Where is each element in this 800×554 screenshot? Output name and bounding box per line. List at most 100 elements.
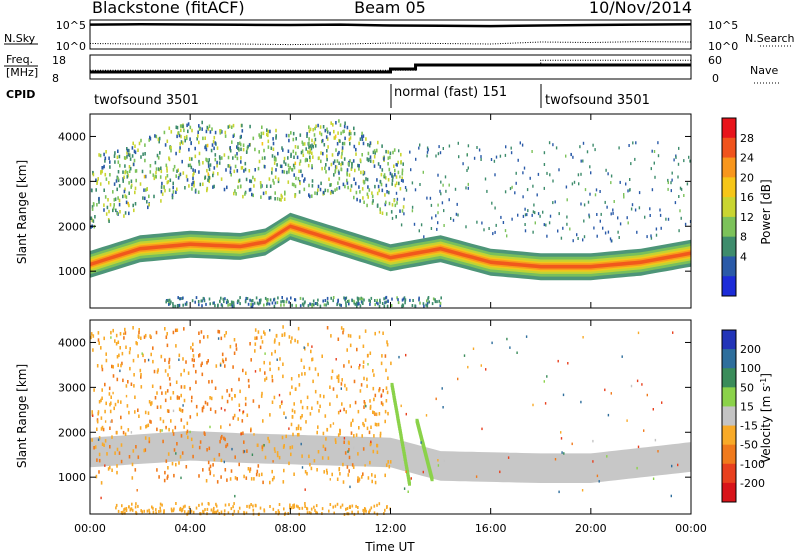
velocity-scatter-cell: [125, 345, 127, 349]
velocity-scatter-cell: [375, 412, 378, 417]
power-scatter-cell: [164, 188, 166, 193]
velocity-scatter-cell: [254, 336, 256, 340]
velocity-scatter-cell: [166, 389, 169, 393]
power-scatter-cell: [466, 153, 468, 157]
velocity-speckle-cell: [97, 438, 100, 441]
power-scatter-cell: [350, 184, 353, 188]
power-scatter-cell: [526, 213, 528, 217]
velocity-colorbar-swatch: [722, 330, 736, 350]
velocity-scatter-cell: [362, 365, 365, 369]
time-tick-label: 12:00: [375, 522, 407, 535]
velocity-scatter-cell: [319, 404, 321, 409]
velocity-scatter-cell: [132, 449, 135, 453]
velocity-scatter-cell: [279, 357, 281, 361]
velocity-scatter-cell: [134, 395, 136, 399]
velocity-near-range-cell: [310, 507, 313, 511]
power-scatter-cell: [99, 182, 102, 186]
velocity-scatter-cell: [331, 369, 334, 373]
power-scatter-cell: [473, 156, 476, 160]
power-scatter-cell: [293, 155, 295, 159]
velocity-scatter-cell: [198, 445, 201, 450]
velocity-scatter-cell: [306, 406, 309, 410]
power-scatter-cell: [349, 141, 351, 146]
velocity-scatter-cell: [249, 467, 252, 471]
velocity-speckle-cell: [229, 423, 231, 427]
power-scatter-cell: [114, 151, 116, 155]
velocity-scatter-cell: [316, 400, 319, 405]
power-scatter-cell: [651, 188, 654, 192]
velocity-speckle-cell: [243, 450, 246, 453]
power-scatter-cell: [189, 137, 191, 141]
power-near-range-cell: [167, 298, 169, 302]
power-scatter-cell: [309, 150, 311, 154]
power-scatter-cell: [546, 171, 548, 175]
power-scatter-cell: [353, 144, 356, 149]
power-scatter-cell: [277, 151, 279, 156]
power-scatter-cell: [166, 174, 169, 178]
power-scatter-cell: [276, 163, 278, 167]
power-scatter-cell: [363, 200, 365, 204]
power-scatter-cell: [90, 225, 92, 229]
power-scatter-cell: [338, 161, 340, 165]
power-near-range-cell: [273, 298, 275, 302]
power-scatter-cell: [634, 157, 636, 161]
power-scatter-cell: [372, 150, 375, 155]
velocity-scatter-cell: [235, 343, 237, 347]
power-scatter-cell: [283, 170, 286, 174]
velocity-scatter-cell: [301, 454, 303, 458]
velocity-near-range-cell: [213, 506, 215, 510]
power-scatter-cell: [612, 211, 614, 215]
power-scatter-cell: [280, 164, 283, 169]
power-scatter-cell: [94, 215, 96, 219]
velocity-scatter-cell: [288, 335, 291, 339]
power-scatter-cell: [634, 208, 637, 212]
power-scatter-cell: [292, 149, 295, 154]
power-scatter-cell: [197, 130, 199, 134]
power-scatter-cell: [623, 195, 625, 199]
power-scatter-cell: [223, 153, 226, 157]
velocity-speckle-cell: [359, 363, 361, 367]
power-scatter-cell: [166, 180, 169, 185]
power-scatter-cell: [419, 143, 421, 147]
velocity-scatter-cell: [297, 424, 300, 428]
velocity-scatter-cell: [278, 455, 281, 460]
power-near-range-cell: [353, 301, 355, 305]
power-scatter-cell: [298, 190, 301, 194]
velocity-scatter-cell: [140, 336, 142, 340]
velocity-scatter-cell: [298, 374, 300, 378]
power-scatter-cell: [393, 198, 395, 203]
power-scatter-cell: [536, 193, 538, 197]
power-scatter-cell: [130, 183, 133, 188]
power-scatter-cell: [117, 178, 120, 183]
power-near-range-cell: [197, 300, 200, 303]
power-scatter-cell: [172, 190, 175, 194]
velocity-speckle-cell: [130, 431, 133, 434]
velocity-speckle-cell: [104, 464, 106, 467]
power-scatter-cell: [235, 192, 237, 196]
velocity-near-range-cell: [192, 510, 195, 514]
velocity-scatter-cell: [238, 462, 240, 467]
power-scatter-cell: [340, 167, 343, 172]
velocity-scatter-cell: [220, 425, 222, 429]
velocity-scatter-cell: [371, 473, 373, 477]
velocity-scatter-cell: [207, 460, 210, 465]
velocity-scatter-cell: [346, 348, 348, 352]
power-scatter-cell: [233, 169, 236, 174]
velocity-scatter-cell: [138, 330, 140, 335]
velocity-scatter-cell: [271, 469, 273, 474]
power-scatter-cell: [438, 145, 440, 149]
velocity-scatter-cell: [112, 374, 115, 378]
cpid-row: CPID twofsound 3501 normal (fast) 151 tw…: [6, 84, 650, 108]
velocity-scatter-cell: [306, 395, 309, 400]
velocity-scatter-cell: [116, 377, 119, 382]
power-scatter-cell: [228, 164, 231, 168]
power-scatter-cell: [308, 129, 311, 133]
power-scatter-cell: [267, 133, 269, 138]
power-scatter-cell: [327, 188, 329, 193]
velocity-speckle-cell: [350, 365, 352, 369]
velocity-speckle-cell: [403, 487, 406, 490]
power-scatter-cell: [308, 141, 310, 145]
velocity-scatter-cell: [321, 456, 324, 460]
power-scatter-cell: [233, 133, 235, 137]
time-axis-ticks: 00:00 04:00 08:00 12:00 16:00 20:00 00:00: [74, 114, 707, 535]
